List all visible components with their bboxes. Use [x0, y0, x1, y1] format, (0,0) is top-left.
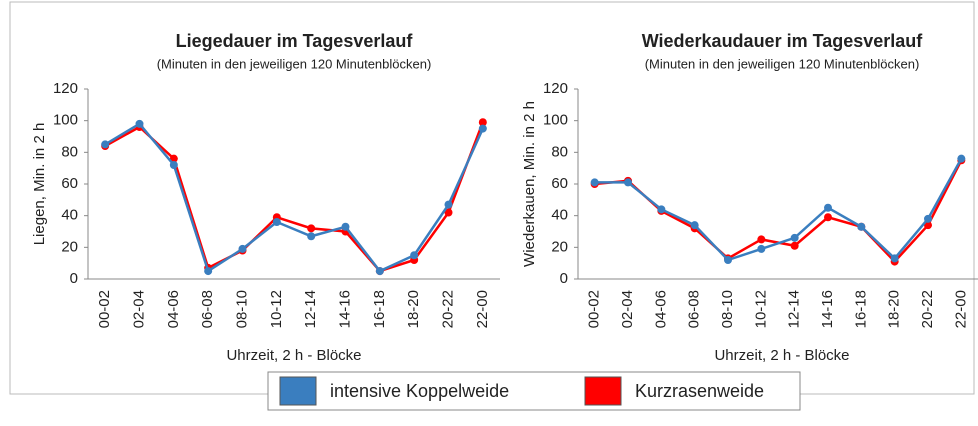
data-point	[657, 205, 666, 214]
data-point	[341, 222, 350, 231]
data-point	[375, 267, 384, 276]
data-point	[272, 218, 281, 226]
data-point	[757, 235, 766, 244]
data-point	[857, 222, 866, 231]
legend-swatch	[584, 376, 622, 406]
x-axis-label: Uhrzeit, 2 h - Blöcke	[226, 347, 361, 364]
chart-title: Liegedauer im Tagesverlauf	[176, 31, 414, 51]
data-point	[724, 256, 732, 264]
data-point	[790, 233, 799, 242]
x-tick-label: 20-22	[919, 290, 936, 328]
y-tick-label: 40	[61, 207, 78, 224]
y-tick-label: 120	[53, 80, 78, 97]
x-tick-label: 06-08	[199, 290, 216, 328]
y-tick-label: 20	[551, 238, 568, 255]
x-axis-label: Uhrzeit, 2 h - Blöcke	[714, 347, 849, 364]
y-tick-label: 40	[551, 207, 568, 224]
y-axis-label: Wiederkauen, Min. in 2 h	[521, 101, 538, 267]
data-point	[307, 224, 316, 233]
y-tick-label: 60	[61, 175, 78, 192]
x-tick-label: 12-14	[302, 290, 319, 328]
x-tick-label: 16-18	[852, 290, 869, 328]
data-point	[478, 124, 487, 133]
x-tick-label: 08-10	[719, 290, 736, 328]
x-tick-label: 20-22	[439, 290, 456, 328]
data-point	[824, 213, 832, 222]
data-point	[890, 254, 899, 263]
data-point	[757, 244, 766, 253]
data-point	[690, 221, 699, 230]
x-tick-label: 00-02	[96, 290, 113, 328]
data-point	[957, 154, 966, 163]
x-tick-label: 18-20	[405, 290, 422, 328]
data-point	[444, 200, 453, 209]
data-point	[478, 118, 487, 127]
y-tick-label: 0	[70, 270, 78, 287]
x-tick-label: 22-00	[952, 290, 969, 328]
series-line	[104, 121, 485, 273]
y-tick-label: 100	[53, 112, 78, 129]
data-point	[624, 178, 632, 187]
data-point	[924, 214, 932, 223]
y-tick-label: 60	[551, 175, 568, 192]
y-tick-label: 0	[560, 270, 568, 287]
x-tick-label: 06-08	[686, 290, 703, 328]
series-line	[594, 158, 963, 262]
legend-label: intensive Koppelweide	[330, 381, 509, 401]
data-point	[101, 140, 110, 149]
x-tick-label: 10-12	[752, 290, 769, 328]
data-point	[924, 221, 932, 230]
data-point	[238, 244, 247, 253]
x-tick-label: 02-04	[130, 290, 147, 328]
chart-subtitle: (Minuten in den jeweiligen 120 Minutenbl…	[645, 56, 920, 71]
data-point	[204, 267, 213, 276]
x-tick-label: 16-18	[371, 290, 388, 328]
x-tick-label: 14-16	[336, 290, 353, 328]
y-axis-label: Liegen, Min. in 2 h	[31, 123, 48, 246]
series-line	[104, 122, 484, 274]
data-point	[590, 178, 599, 187]
legend-swatch	[279, 376, 317, 406]
y-tick-label: 100	[543, 112, 568, 129]
x-tick-label: 00-02	[586, 290, 603, 328]
chart-title: Wiederkaudauer im Tagesverlauf	[642, 31, 924, 51]
legend-label: Kurzrasenweide	[635, 381, 764, 401]
y-tick-label: 120	[543, 80, 568, 97]
y-tick-label: 20	[61, 238, 78, 255]
data-point	[307, 232, 316, 241]
data-point	[169, 161, 178, 169]
x-tick-label: 18-20	[886, 290, 903, 328]
data-point	[410, 251, 419, 260]
x-tick-label: 08-10	[233, 290, 250, 328]
y-tick-label: 80	[551, 143, 568, 160]
x-tick-label: 10-12	[268, 290, 285, 328]
legend	[267, 371, 801, 411]
data-point	[824, 203, 832, 212]
y-tick-label: 80	[61, 143, 78, 160]
data-point	[135, 119, 144, 128]
x-tick-label: 04-06	[652, 290, 669, 328]
x-tick-label: 22-00	[474, 290, 491, 328]
data-point	[444, 208, 453, 217]
x-tick-label: 02-04	[619, 290, 636, 328]
chart-subtitle: (Minuten in den jeweiligen 120 Minutenbl…	[157, 56, 432, 71]
x-tick-label: 04-06	[165, 290, 182, 328]
x-tick-label: 12-14	[786, 290, 803, 328]
data-point	[790, 241, 799, 250]
x-tick-label: 14-16	[819, 290, 836, 328]
